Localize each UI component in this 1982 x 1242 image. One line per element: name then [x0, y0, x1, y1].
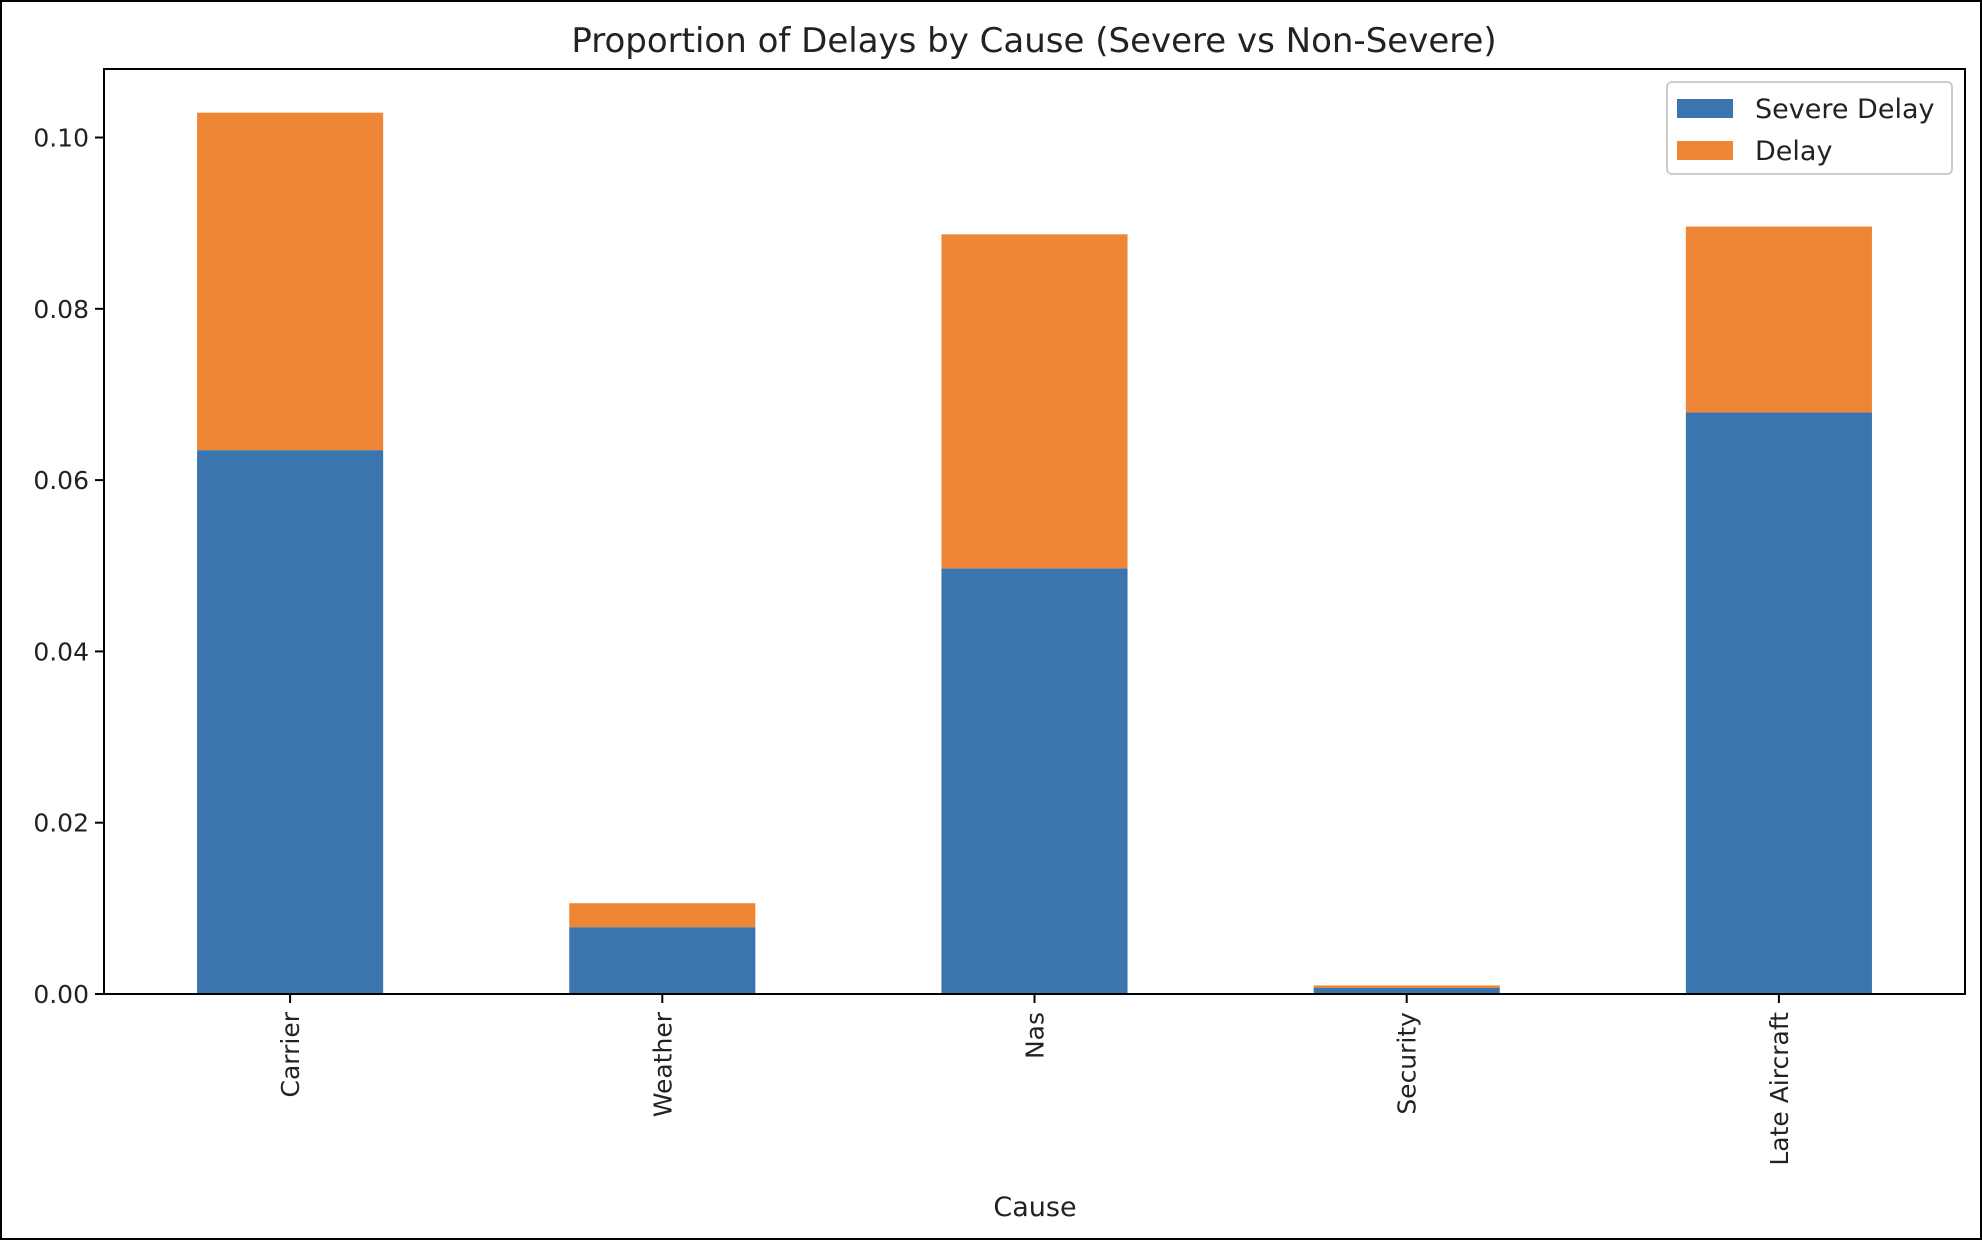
x-tick-label-late-aircraft: Late Aircraft — [1765, 1012, 1794, 1166]
y-axis: 0.00 0.02 0.04 0.06 0.08 0.10 — [33, 124, 104, 1009]
bar-late-aircraft-delay — [1685, 226, 1872, 413]
bar-weather-delay — [569, 903, 756, 928]
bar-carrier-severe-delay — [197, 450, 384, 994]
bar-nas-delay — [941, 234, 1128, 569]
y-tick-label: 0.04 — [33, 637, 89, 666]
y-tick-label: 0.10 — [33, 124, 89, 153]
bar-carrier-delay — [197, 112, 384, 451]
legend-label-delay: Delay — [1755, 136, 1832, 167]
x-tick-label-weather: Weather — [648, 1011, 677, 1117]
y-tick-label: 0.02 — [33, 809, 89, 838]
legend-box — [1666, 81, 1953, 175]
y-tick-label: 0.06 — [33, 466, 89, 495]
legend-swatch-severe-delay — [1677, 99, 1733, 118]
y-tick-label: 0.08 — [33, 295, 89, 324]
x-tick-label-carrier: Carrier — [276, 1011, 305, 1097]
bar-late-aircraft-severe-delay — [1685, 412, 1872, 994]
x-axis: Carrier Weather Nas Security Late Aircraft — [276, 994, 1794, 1166]
bar-security-delay — [1313, 985, 1500, 989]
y-tick-label: 0.00 — [33, 980, 89, 1009]
bar-weather-severe-delay — [569, 927, 756, 994]
x-tick-label-nas: Nas — [1021, 1012, 1050, 1059]
legend-label-severe-delay: Severe Delay — [1755, 94, 1934, 125]
x-axis-label: Cause — [993, 1192, 1076, 1223]
bar-security-severe-delay — [1313, 988, 1500, 994]
bars-group — [197, 112, 1872, 994]
x-tick-label-security: Security — [1393, 1012, 1422, 1115]
chart-title: Proportion of Delays by Cause (Severe vs… — [571, 21, 1496, 61]
legend: Severe Delay Delay — [1666, 81, 1953, 175]
legend-swatch-delay — [1677, 141, 1733, 160]
bar-nas-severe-delay — [941, 568, 1128, 994]
